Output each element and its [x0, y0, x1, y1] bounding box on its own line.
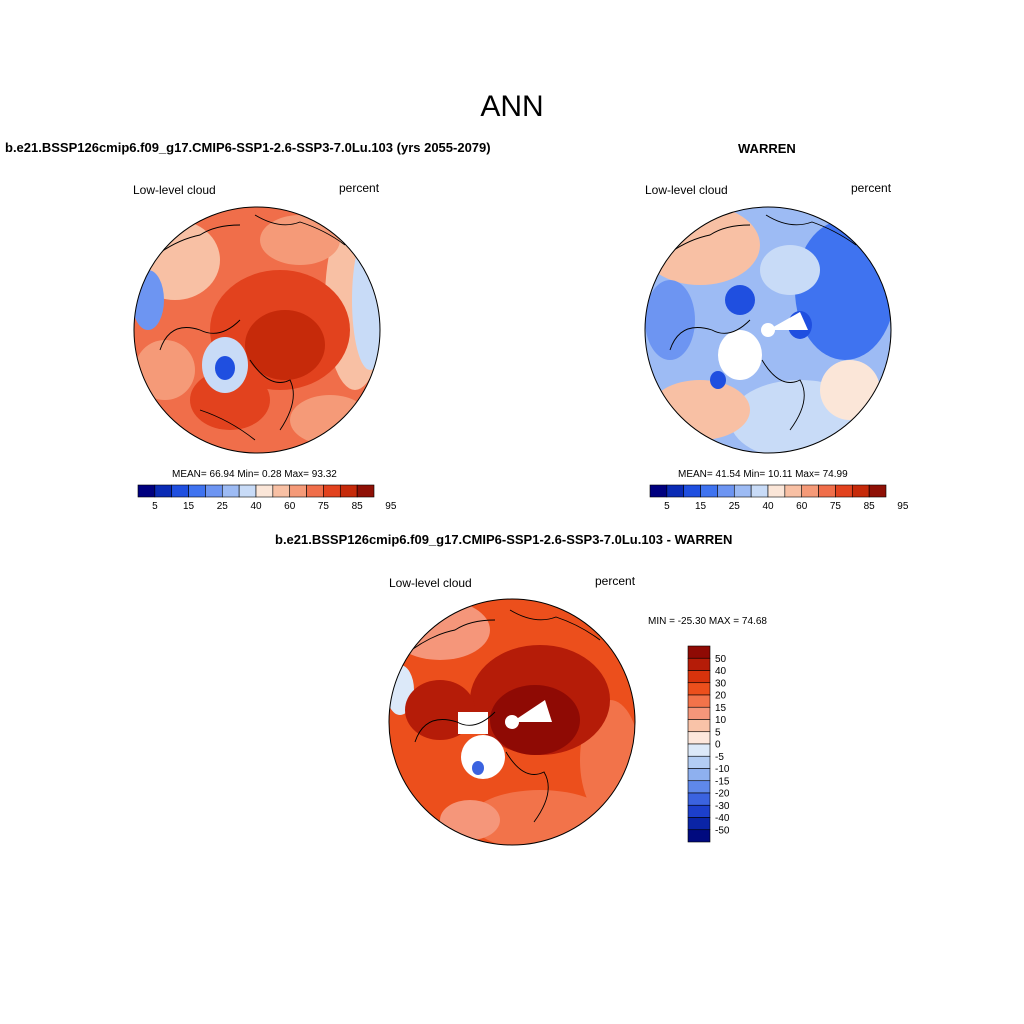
panel2-map-border [644, 206, 892, 454]
panel3-colorbar-swatch [687, 719, 711, 733]
panel1-colorbar-tick-label: 95 [385, 501, 397, 512]
panel3-colorbar-swatch [687, 792, 711, 806]
panel2-colorbar-tick-label: 75 [830, 501, 842, 512]
panel1-stats: MEAN= 66.94 Min= 0.28 Max= 93.32 [172, 469, 337, 480]
panel3-colorbar-tick-label: 20 [715, 691, 727, 702]
panel3-colorbar-tick-label: 40 [715, 666, 727, 677]
panel3-colorbar-tick-label: 15 [715, 703, 727, 714]
panel3-colorbar-swatch [687, 645, 711, 659]
panel1-colorbar-swatch [238, 484, 257, 498]
panel3-colorbar-tick-label: 10 [715, 715, 727, 726]
panel2-stats: MEAN= 41.54 Min= 10.11 Max= 74.99 [678, 469, 848, 480]
panel3-colorbar-tick-label: -50 [715, 825, 730, 836]
panel2-colorbar-tick-label: 5 [664, 501, 670, 512]
panel3-title: b.e21.BSSP126cmip6.f09_g17.CMIP6-SSP1-2.… [275, 532, 733, 547]
panel2-colorbar-swatch [683, 484, 701, 498]
panel1-colorbar: 5 15 25 40 60 75 85 95 [137, 484, 397, 512]
panel3-colorbar-swatch [687, 657, 711, 671]
panel1-colorbar-swatch [205, 484, 223, 498]
panel1-colorbar-swatch [171, 484, 189, 498]
panel2-colorbar-swatch [784, 484, 803, 498]
panel2-colorbar-tick-label: 85 [864, 501, 876, 512]
panel1-colorbar-tick-label: 85 [352, 501, 364, 512]
panel2-colorbar-swatch [835, 484, 853, 498]
panel1-colorbar-swatch [306, 484, 324, 498]
panel1-colorbar-tick-label: 60 [284, 501, 296, 512]
panel3-colorbar-tick-label: -10 [715, 764, 730, 775]
panel3-colorbar-swatch [687, 694, 711, 708]
panel3-colorbar-swatch [687, 743, 711, 757]
panel1-colorbar-swatch [255, 484, 274, 498]
panel2-colorbar-swatch [868, 484, 887, 498]
panel2-colorbar-swatch [649, 484, 668, 498]
panel1-colorbar-swatch [356, 484, 375, 498]
panel3-polar-map [389, 599, 635, 845]
panel3-colorbar-tick-label: 50 [715, 654, 727, 665]
panel1-colorbar-swatch [323, 484, 341, 498]
panel2-colorbar-tick-label: 40 [762, 501, 774, 512]
panel3-colorbar-swatch [687, 670, 711, 684]
panel1-colorbar-tick-label: 15 [183, 501, 195, 512]
panel2-colorbar: 5 15 25 40 60 75 85 95 [649, 484, 909, 512]
panel3-stats: MIN = -25.30 MAX = 74.68 [648, 616, 767, 627]
panel3-colorbar-swatch [687, 780, 711, 794]
panel1-colorbar-swatch [137, 484, 156, 498]
panel3-colorbar-tick-label: -20 [715, 789, 730, 800]
panel1-map-border [133, 206, 381, 454]
panel3-colorbar-tick-label: -5 [715, 752, 724, 763]
panel3-colorbar-swatch [687, 755, 711, 769]
panel2-colorbar-tick-label: 60 [796, 501, 808, 512]
panel2-polar-map [645, 207, 891, 453]
panel2-units-label: percent [851, 181, 892, 195]
panel2-colorbar-swatch [717, 484, 735, 498]
panel3-colorbar-tick-label: -15 [715, 776, 730, 787]
panel2-colorbar-swatch [750, 484, 769, 498]
panel3-units-label: percent [595, 574, 636, 588]
panel1-colorbar-swatch [154, 484, 173, 498]
panel1-polar-map [134, 207, 380, 453]
panel1-colorbar-swatch [339, 484, 358, 498]
panel1-colorbar-tick-label: 25 [217, 501, 229, 512]
panel2-colorbar-tick-label: 25 [729, 501, 741, 512]
panel2-colorbar-swatch [700, 484, 718, 498]
panel2-colorbar-swatch [818, 484, 836, 498]
panel2-colorbar-swatch [851, 484, 870, 498]
panel2-variable-label: Low-level cloud [645, 183, 728, 197]
panel1-units-label: percent [339, 181, 380, 195]
panel1-colorbar-swatch [188, 484, 206, 498]
panel3-colorbar-tick-label: -30 [715, 801, 730, 812]
panel3-colorbar-swatch [687, 817, 711, 831]
panel1-title: b.e21.BSSP126cmip6.f09_g17.CMIP6-SSP1-2.… [5, 140, 491, 155]
panel3-colorbar-swatch [687, 768, 711, 782]
panel2-colorbar-tick-label: 95 [897, 501, 909, 512]
panel1-colorbar-tick-label: 40 [250, 501, 262, 512]
panel1-colorbar-tick-label: 5 [152, 501, 158, 512]
panel2-colorbar-swatch [767, 484, 786, 498]
panel2-colorbar-swatch [733, 484, 752, 498]
panel3-colorbar-tick-label: 30 [715, 678, 727, 689]
panel1-variable-label: Low-level cloud [133, 183, 216, 197]
panel3-colorbar-swatch [687, 731, 711, 745]
panel3-map-border [388, 598, 636, 846]
panel3-variable-label: Low-level cloud [389, 576, 472, 590]
panel2-colorbar-tick-label: 15 [695, 501, 707, 512]
main-title: ANN [480, 90, 544, 123]
panel3-colorbar-tick-label: 0 [715, 740, 721, 751]
panel1-colorbar-swatch [272, 484, 291, 498]
panel2-colorbar-swatch [801, 484, 819, 498]
panel3-colorbar-tick-label: -40 [715, 813, 730, 824]
panel1-colorbar-swatch [221, 484, 240, 498]
panel3-colorbar-tick-label: 5 [715, 727, 721, 738]
panel1-colorbar-tick-label: 75 [318, 501, 330, 512]
panel3-colorbar-swatch [687, 682, 711, 696]
panel3-colorbar-swatch [687, 804, 711, 818]
panel1-colorbar-swatch [289, 484, 307, 498]
panel2-title: WARREN [738, 141, 796, 156]
panel3-colorbar-swatch [687, 706, 711, 720]
panel2-colorbar-swatch [666, 484, 685, 498]
panel3-colorbar-swatch [687, 829, 711, 843]
